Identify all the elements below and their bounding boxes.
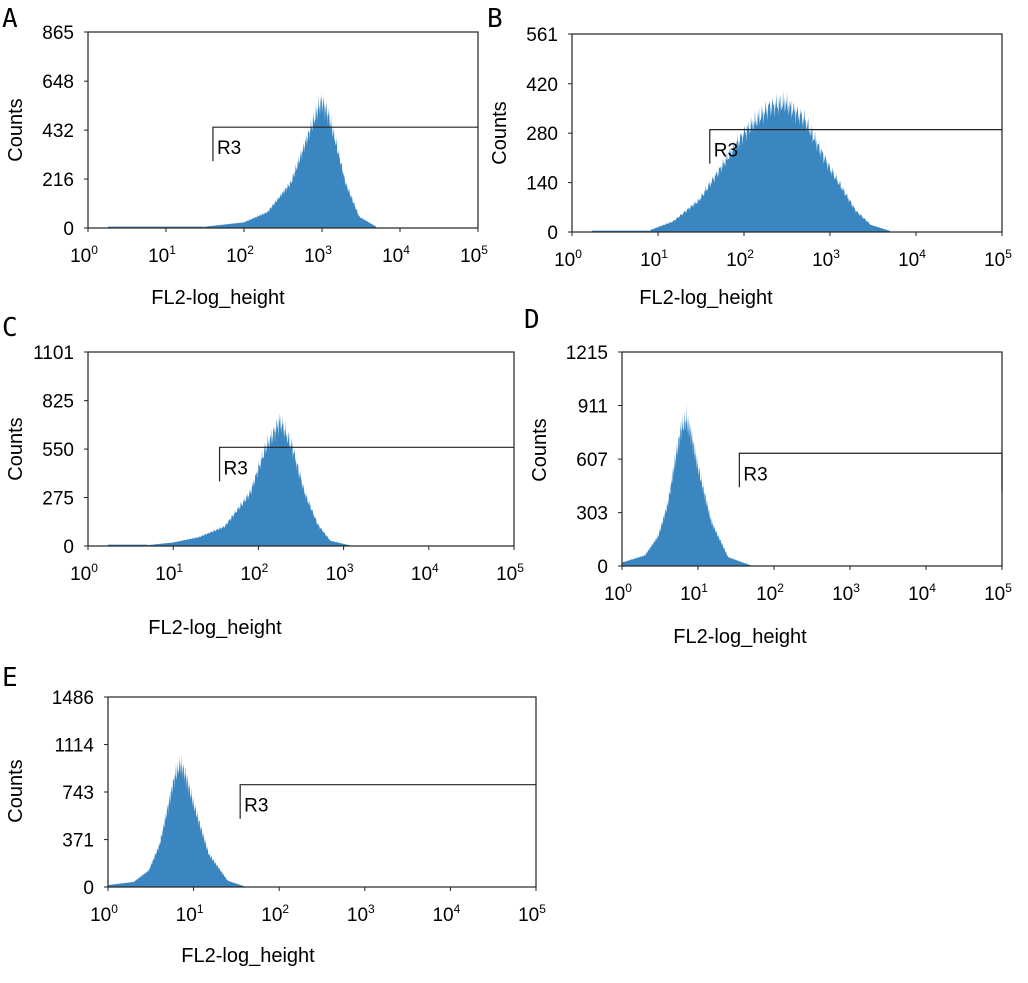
panel-e-letter: E <box>2 663 18 693</box>
panel-e-xtick-label: 101 <box>176 902 204 926</box>
panel-e-ytick-label: 0 <box>83 878 94 899</box>
panel-e-gate-r3 <box>239 784 536 819</box>
panel-c-x-axis-title: FL2-log_height <box>148 617 282 639</box>
panel-c-xtick-label: 103 <box>326 561 354 585</box>
panel-e-xtick-label: 104 <box>432 902 460 926</box>
panel-b-letter: B <box>487 4 503 34</box>
panel-a-ytick-label: 432 <box>42 121 74 142</box>
panel-e: E R3 0 371 743 1114 1486 100 101 102 103 104 105 Coun… <box>2 663 546 967</box>
panel-b-x-axis-title: FL2-log_height <box>639 287 773 309</box>
panel-e-xtick-label: 102 <box>261 902 289 926</box>
panel-c-xtick-label: 104 <box>411 561 439 585</box>
panel-d-gate-label: R3 <box>743 464 767 485</box>
panel-a-histogram <box>203 93 377 228</box>
panel-b-ytick-label: 280 <box>526 124 558 145</box>
panel-b-xtick-label: 100 <box>554 247 582 271</box>
panel-a-x-axis-title: FL2-log_height <box>151 287 285 309</box>
panel-a-ytick-label: 648 <box>42 72 74 93</box>
panel-d-ytick-label: 303 <box>576 504 608 525</box>
panel-e-gate-label: R3 <box>244 796 268 817</box>
panel-a-xtick-label: 103 <box>304 243 332 267</box>
panel-b-ytick-label: 420 <box>526 75 558 96</box>
panel-c-xtick-label: 105 <box>496 561 524 585</box>
panel-a-xtick-label: 105 <box>460 243 488 267</box>
panel-b-xtick-label: 105 <box>984 247 1012 271</box>
panel-c-letter: C <box>2 313 18 343</box>
panel-e-histogram <box>108 754 246 887</box>
panel-c-ytick-label: 0 <box>63 537 74 558</box>
panel-c-ytick-label: 1101 <box>33 343 74 364</box>
panel-e-ytick-label: 371 <box>62 831 94 852</box>
panel-a-xtick-label: 102 <box>226 243 254 267</box>
panel-d-xtick-label: 105 <box>984 581 1012 605</box>
panel-a-y-axis-title: Counts <box>5 98 27 161</box>
panel-a-gate-label: R3 <box>217 138 241 159</box>
panel-c-ytick-label: 550 <box>42 440 74 461</box>
panel-c-gate-r3 <box>218 446 514 482</box>
panel-d-xtick-label: 101 <box>680 581 708 605</box>
panel-c-ytick-label: 825 <box>42 392 74 413</box>
panel-a-xtick-label: 100 <box>70 243 98 267</box>
panel-c-gate-label: R3 <box>224 458 248 479</box>
panel-a-ytick-label: 865 <box>42 23 74 44</box>
panel-b-histogram <box>649 90 891 232</box>
panel-b-ytick-label: 561 <box>526 25 558 46</box>
panel-d-histogram <box>622 404 752 566</box>
panel-d-xtick-label: 102 <box>756 581 784 605</box>
panel-d-ytick-label: 607 <box>576 450 608 471</box>
panel-b-gate-label: R3 <box>714 141 738 162</box>
panel-d-xtick-label: 104 <box>908 581 936 605</box>
panel-a-ytick-label: 0 <box>63 219 74 240</box>
panel-c: C R3 0 275 550 825 1101 100 101 102 103 104 105 Count… <box>2 313 524 639</box>
panel-d-ytick-label: 911 <box>578 397 608 418</box>
panel-c-xtick-label: 101 <box>155 561 183 585</box>
panel-c-xtick-label: 100 <box>70 561 98 585</box>
panel-a: A R3 0 216 432 648 865 100 101 102 103 104 105 Counts… <box>2 4 488 309</box>
panel-d: D R3 0 303 607 911 1215 100 101 102 103 104 105 Count… <box>524 305 1012 648</box>
panel-e-xtick-label: 105 <box>518 902 546 926</box>
panel-e-y-axis-title: Counts <box>5 759 27 822</box>
panel-a-xtick-label: 104 <box>382 243 410 267</box>
panel-e-ytick-label: 743 <box>62 783 94 804</box>
panel-c-y-axis-title: Counts <box>5 417 27 480</box>
panel-b-gate-r3 <box>709 129 1002 164</box>
panel-d-xtick-label: 100 <box>604 581 632 605</box>
panel-b-y-axis-title: Counts <box>489 101 511 164</box>
panel-b-xtick-label: 102 <box>726 247 754 271</box>
panel-d-gate-r3 <box>738 452 1003 492</box>
panel-c-xtick-label: 102 <box>240 561 268 585</box>
panel-a-ytick-label: 216 <box>42 170 74 191</box>
panel-a-gate-r3 <box>212 126 478 162</box>
panel-d-xtick-label: 103 <box>832 581 860 605</box>
panel-c-ytick-label: 275 <box>42 489 74 510</box>
panel-b-ytick-label: 0 <box>547 223 558 244</box>
panel-b-xtick-label: 104 <box>898 247 926 271</box>
panel-d-letter: D <box>524 305 540 335</box>
panel-a-letter: A <box>2 4 18 34</box>
panel-d-y-axis-title: Counts <box>529 418 551 481</box>
panel-d-ytick-label: 0 <box>597 557 608 578</box>
panel-e-xtick-label: 100 <box>90 902 118 926</box>
panel-d-ytick-label: 1215 <box>566 343 608 364</box>
panel-c-histogram <box>147 412 351 546</box>
panel-b-xtick-label: 103 <box>812 247 840 271</box>
panel-e-xtick-label: 103 <box>347 902 375 926</box>
panel-d-x-axis-title: FL2-log_height <box>673 626 807 648</box>
panel-a-xtick-label: 101 <box>148 243 176 267</box>
panel-b-ytick-label: 140 <box>526 174 558 195</box>
panel-b: B R3 0 140 280 420 561 100 101 102 103 104 105 Counts… <box>487 4 1012 309</box>
panel-b-xtick-label: 101 <box>640 247 668 271</box>
panel-e-x-axis-title: FL2-log_height <box>181 945 315 967</box>
panel-e-ytick-label: 1486 <box>52 688 94 709</box>
panel-e-ytick-label: 1114 <box>55 736 95 757</box>
